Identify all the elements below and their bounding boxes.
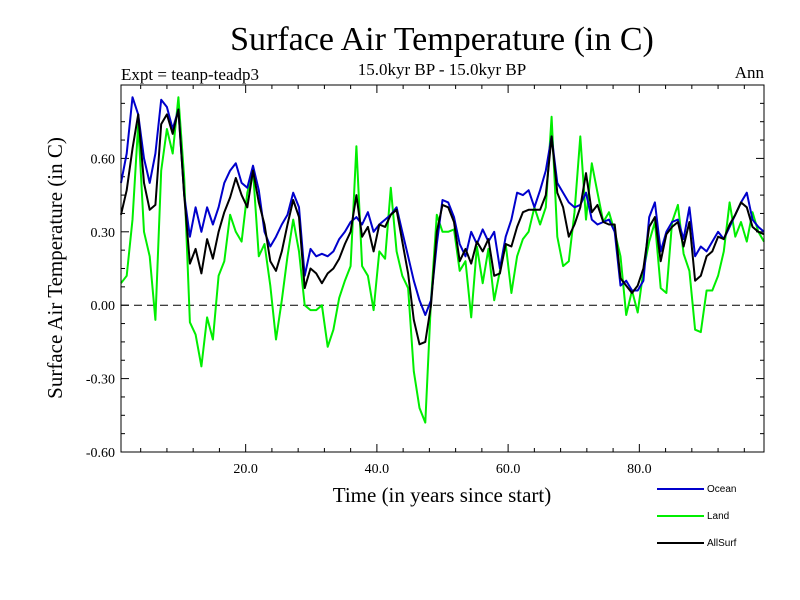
y-tick-label: 0.30 (91, 226, 116, 241)
y-axis-label: Surface Air Temperature (in C) (43, 137, 67, 399)
plot-area: -0.60 -0.30 0.00 0.30 0.60 20.0 40.0 60.0 80.0 (86, 84, 765, 477)
y-tick-label: -0.60 (86, 446, 115, 461)
legend-label-land: Land (707, 511, 729, 522)
x-tick-label: 20.0 (233, 462, 258, 477)
legend: Ocean Land AllSurf (657, 484, 737, 549)
legend-label-ocean: Ocean (707, 484, 736, 495)
chart-title: Surface Air Temperature (in C) (230, 21, 654, 58)
series-line-land (120, 96, 765, 424)
x-tick-label: 60.0 (496, 462, 521, 477)
series-line-ocean (120, 96, 765, 316)
x-axis-label: Time (in years since start) (333, 483, 552, 507)
x-tick-label: 40.0 (365, 462, 390, 477)
season-label: Ann (735, 63, 765, 82)
series-line-allsurf (120, 108, 765, 346)
y-tick-label: 0.00 (91, 299, 116, 314)
legend-label-allsurf: AllSurf (707, 538, 737, 549)
chart-subtitle: 15.0kyr BP - 15.0kyr BP (358, 60, 526, 79)
plot-frame (120, 84, 765, 453)
y-tick-label: -0.30 (86, 373, 115, 388)
experiment-label: Expt = teanp-teadp3 (121, 65, 259, 84)
y-tick-label: 0.60 (91, 152, 116, 167)
x-tick-label: 80.0 (627, 462, 652, 477)
